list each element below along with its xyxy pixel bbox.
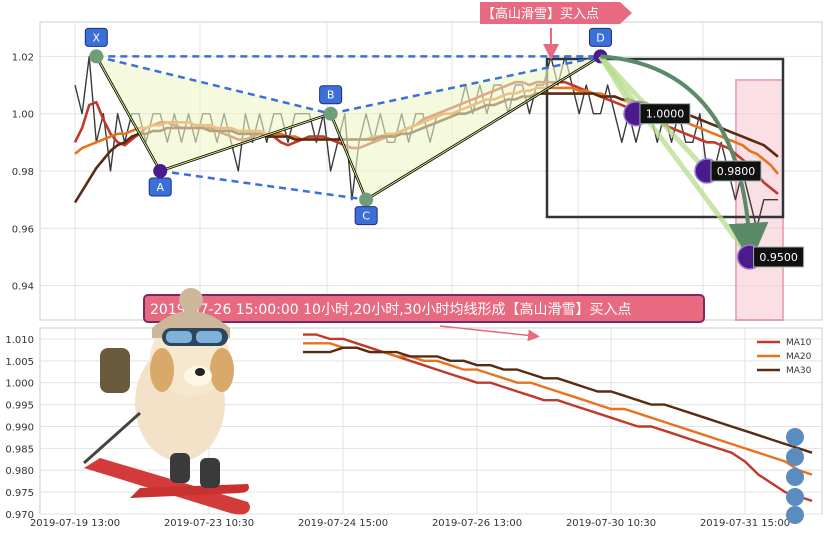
ma-annotation-box xyxy=(143,294,705,323)
target-label: 0.9500 xyxy=(759,251,798,264)
pattern-label-D: D xyxy=(596,31,604,44)
pattern-label-box-A xyxy=(148,177,172,197)
buy-point-callout-text: 【高山滑雪】买入点 xyxy=(482,6,599,22)
ma-y-tick: 0.980 xyxy=(5,466,34,477)
pattern-point-B xyxy=(323,106,338,121)
price-y-tick: 1.02 xyxy=(12,52,34,63)
pattern-point-C xyxy=(359,192,374,207)
pattern-label-box-X xyxy=(84,27,108,47)
skier-icons xyxy=(786,428,804,524)
pattern-leg-highlight xyxy=(330,113,367,200)
pattern-triangle-bcd xyxy=(330,56,601,200)
ma-x-tick: 2019-07-26 13:00 xyxy=(432,518,522,529)
ma-annotation: 2019-07-26 15:00:00 10小时,20小时,30小时均线形成【高… xyxy=(143,294,705,342)
target-arrow xyxy=(600,54,769,263)
target-label-box xyxy=(753,246,805,268)
target-path xyxy=(598,54,752,259)
legend-label-ma20: MA20 xyxy=(786,352,812,362)
price-y-axis: 0.94 0.96 0.98 1.00 1.02 xyxy=(12,52,34,292)
legend-label-ma30: MA30 xyxy=(786,366,812,376)
target-label-box xyxy=(710,160,762,182)
ma-annotation-arrow xyxy=(439,325,540,342)
ma-y-tick: 1.000 xyxy=(5,379,34,390)
skiing-dog-illustration xyxy=(83,288,250,515)
legend-label-ma10: MA10 xyxy=(786,338,812,348)
pattern-point-A xyxy=(153,164,168,178)
price-y-tick: 0.94 xyxy=(12,282,34,293)
pattern-label-A: A xyxy=(156,181,164,194)
ma-y-tick: 1.010 xyxy=(5,335,34,346)
ma-y-axis: 0.970 0.975 0.980 0.985 0.990 0.995 1.000 1.005… xyxy=(5,335,34,521)
pattern-label-B: B xyxy=(327,89,335,102)
ma-annotation-text: 2019-07-26 15:00:00 10小时,20小时,30小时均线形成【高… xyxy=(150,301,631,318)
ma-x-tick: 2019-07-19 13:00 xyxy=(30,518,120,529)
pattern-leg-highlight xyxy=(95,56,161,172)
pattern-triangle-xab xyxy=(96,56,331,172)
price-y-tick: 0.96 xyxy=(12,224,34,235)
ma-y-tick: 0.970 xyxy=(5,510,34,521)
ma-y-tick: 1.005 xyxy=(5,357,34,368)
ma-series-line-ma30 xyxy=(303,346,813,454)
harmonic-pattern: X A B C D xyxy=(84,27,612,226)
ma-y-tick: 0.975 xyxy=(5,488,34,499)
pattern-dashed-XB xyxy=(96,55,331,115)
pattern-leg-highlight xyxy=(365,55,601,201)
ma-y-tick: 0.995 xyxy=(5,401,34,412)
pattern-leg-highlight xyxy=(160,113,331,172)
ma-x-tick: 2019-07-24 15:00 xyxy=(298,518,388,529)
buy-point-callout-box xyxy=(480,2,632,24)
target-label-box xyxy=(639,103,691,125)
price-panel: 0.94 0.96 0.98 1.00 1.02 X A B C D 1.0000 0.9800 0… xyxy=(12,21,823,321)
ma-series-line-ma20 xyxy=(303,342,813,476)
ma-y-tick: 0.985 xyxy=(5,444,34,455)
target-levels: 1.0000 0.9800 0.9500 xyxy=(598,54,805,270)
pattern-point-X xyxy=(89,49,104,64)
ma-series xyxy=(303,333,813,503)
pattern-dashed-AC xyxy=(160,169,367,201)
target-box xyxy=(545,57,785,219)
price-y-tick: 1.00 xyxy=(12,110,34,121)
pattern-label-X: X xyxy=(93,31,101,44)
price-y-tick: 0.98 xyxy=(12,167,34,178)
pattern-label-box-D xyxy=(588,27,612,47)
ma-x-tick: 2019-07-30 10:30 xyxy=(566,518,656,529)
buy-point-callout: 【高山滑雪】买入点 xyxy=(480,2,632,60)
target-label: 0.9800 xyxy=(717,165,756,178)
ma-x-axis: 2019-07-19 13:00 2019-07-23 10:30 2019-07-… xyxy=(30,518,790,529)
ma-y-tick: 0.990 xyxy=(5,422,34,433)
pattern-label-box-B xyxy=(319,85,343,105)
ma-x-tick: 2019-07-31 15:00 xyxy=(700,518,790,529)
ma-legend: MA10 MA20 MA30 xyxy=(757,338,812,376)
pattern-label-box-C xyxy=(354,206,378,226)
pattern-dashed-BD xyxy=(330,55,601,115)
target-label: 1.0000 xyxy=(646,108,685,121)
pattern-label-C: C xyxy=(362,210,370,223)
ma-x-tick: 2019-07-23 10:30 xyxy=(164,518,254,529)
